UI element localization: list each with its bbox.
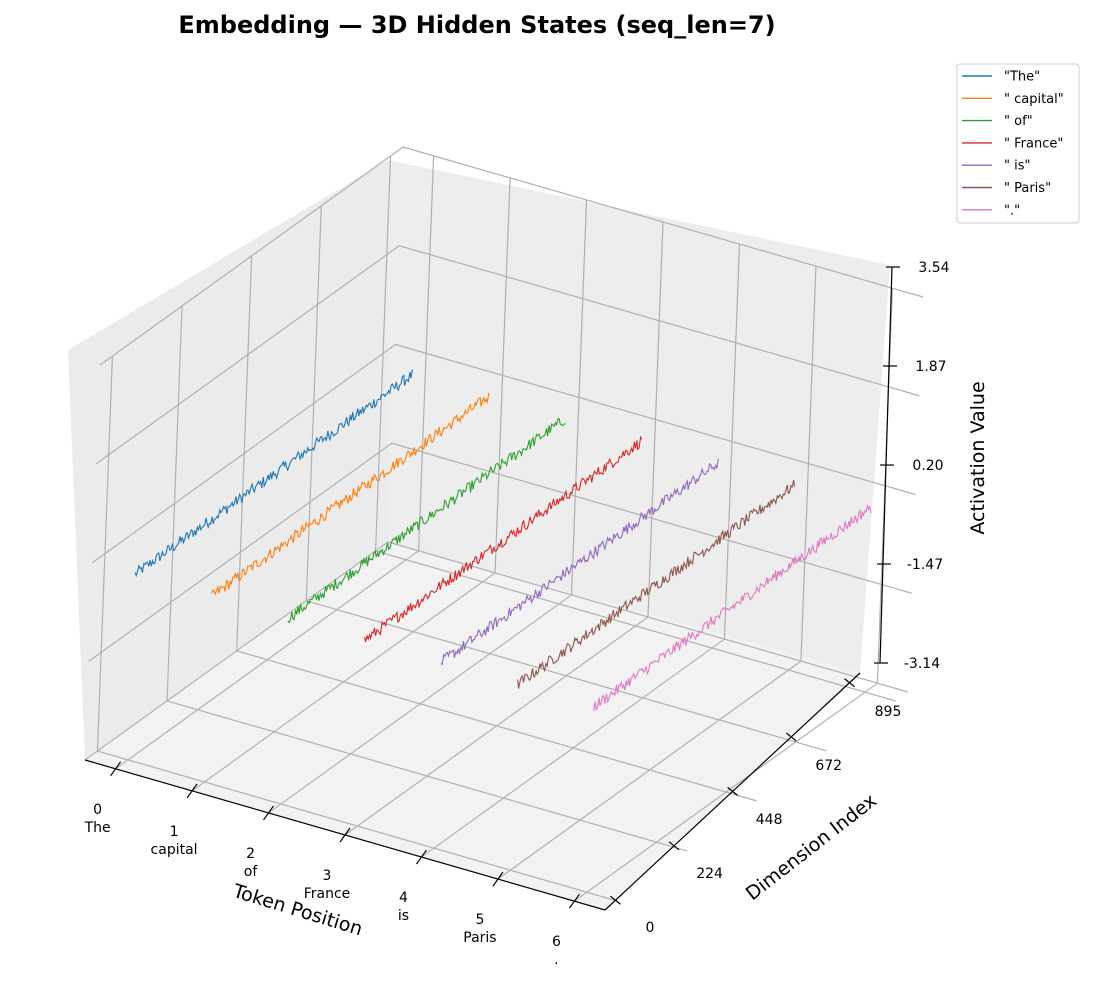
axes-panes: [68, 160, 890, 910]
legend-entry: " France": [1004, 136, 1063, 151]
grid-line-floor-dim: [375, 550, 896, 702]
grid-line-wall-z: [95, 245, 400, 465]
grid-line-back-z: [402, 146, 924, 298]
y-axis-label: Dimension Index: [742, 790, 881, 905]
x-tick-label: 5 Paris: [463, 912, 496, 946]
legend: "The" " capital" " of" " France" " is" " Pari…: [956, 63, 1080, 224]
x-tick-mark: [415, 849, 427, 865]
tick-labels: 0 The 1 capital 2 of 3 France 4 is 5 Paris 6. 0 224 448…: [84, 260, 950, 968]
grid-lines: [84, 146, 924, 902]
x-tick-mark: [186, 783, 198, 799]
series-line: [287, 418, 566, 624]
z-axis-label: Activation Value: [967, 381, 989, 534]
y-tick-mark: [785, 732, 797, 742]
series-line: [517, 480, 796, 689]
series-line: [211, 392, 490, 596]
series-line: [440, 458, 719, 666]
z-tick-label: 3.54: [918, 260, 949, 276]
legend-entry: " is": [1004, 159, 1030, 174]
axis-lines: [84, 266, 900, 911]
y-tick-label: 224: [696, 866, 723, 882]
legend-entry: " capital": [1004, 92, 1064, 107]
grid-line-floor-dim: [97, 750, 618, 902]
legend-entry: " of": [1004, 114, 1033, 129]
x-tick-label: 2 of: [244, 846, 259, 880]
grid-line-back-z: [395, 343, 916, 496]
left-wall-pane: [68, 160, 388, 760]
x-tick-label: 6.: [552, 934, 561, 968]
z-tick-label: -1.47: [907, 557, 943, 573]
y-tick-label: 672: [815, 758, 842, 774]
legend-entry: "The": [1004, 70, 1040, 85]
x-tick-label: 1 capital: [151, 824, 198, 858]
x-tick-mark: [568, 893, 580, 909]
legend-entry: " Paris": [1004, 181, 1051, 196]
x-tick-label: 0 The: [84, 802, 111, 836]
grid-line-wall-z: [99, 146, 404, 366]
data-series: [134, 369, 872, 712]
y-tick-mark: [727, 786, 739, 796]
floor-pane: [85, 542, 860, 910]
series-line: [364, 435, 643, 643]
y-tick-label: 895: [875, 704, 902, 720]
series-line: [593, 504, 872, 712]
chart-title: Embedding — 3D Hidden States (seq_len=7): [178, 11, 775, 39]
back-wall-pane: [388, 160, 890, 673]
z-tick-label: 0.20: [912, 458, 943, 474]
legend-box: [956, 63, 1080, 224]
grid-line-wall-z: [84, 541, 389, 761]
y-tick-label: 448: [756, 812, 783, 828]
x-tick-mark: [492, 871, 504, 887]
z-tick-label: -3.14: [904, 656, 940, 672]
z-tick-label: 1.87: [915, 359, 946, 375]
x-tick-label: 3 France: [304, 868, 351, 902]
grid-line-back-z: [399, 245, 920, 397]
grid-line-wall-z: [88, 442, 393, 662]
x-tick-mark: [110, 761, 122, 777]
grid-line-back-z: [387, 541, 909, 693]
grid-line-floor-dim: [306, 600, 827, 752]
y-tick-label: 0: [646, 920, 655, 936]
x-tick-mark: [263, 805, 275, 821]
series-line: [134, 369, 414, 578]
grid-line-back-z: [391, 442, 912, 594]
grid-line-floor-dim: [166, 700, 688, 852]
grid-line-wall-z: [92, 344, 396, 563]
x-tick-label: 4 is: [398, 890, 409, 924]
y-tick-mark: [610, 895, 621, 905]
x-tick-mark: [339, 827, 351, 843]
grid-line-floor-dim: [236, 650, 757, 802]
legend-entry: ".": [1004, 203, 1020, 218]
y-tick-mark: [668, 841, 680, 851]
y-tick-mark: [844, 678, 855, 688]
